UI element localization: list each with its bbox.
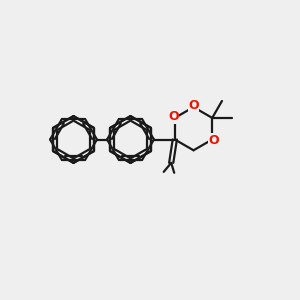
Text: O: O <box>168 110 178 124</box>
Text: O: O <box>208 134 219 147</box>
Text: O: O <box>188 99 199 112</box>
